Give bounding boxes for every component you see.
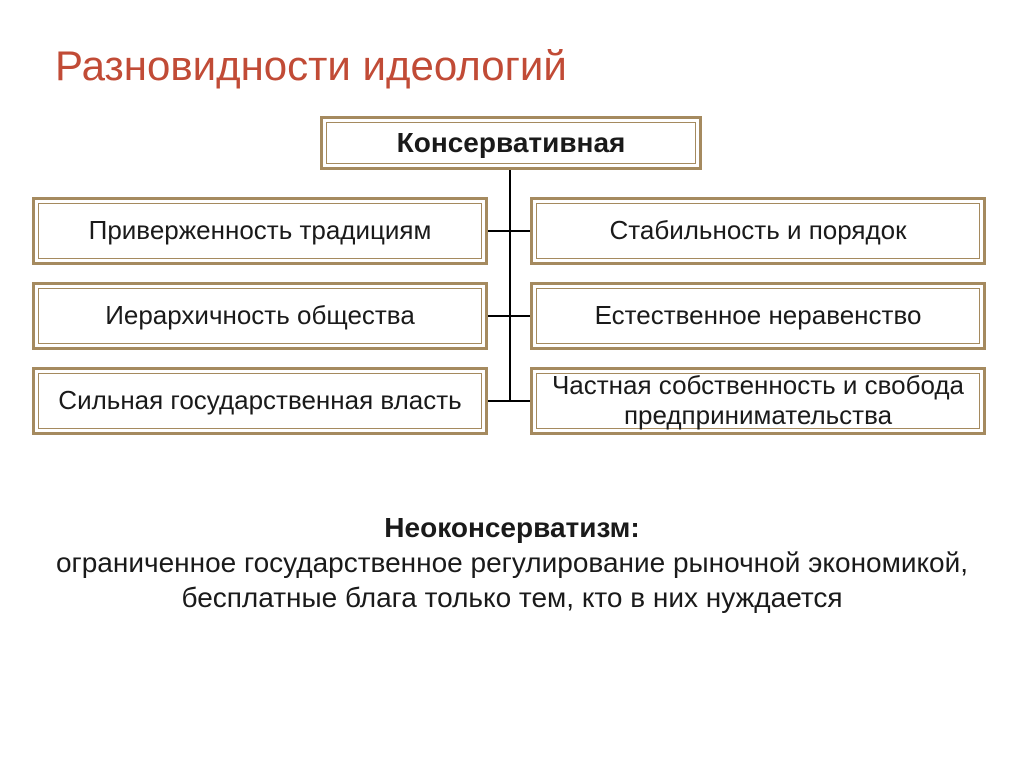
child-box-inner: Частная собственность и свобода предприн… [536, 373, 980, 429]
child-box-inner: Естественное неравенство [536, 288, 980, 344]
child-box-inner: Сильная государственная власть [38, 373, 482, 429]
child-box-label: Сильная государственная власть [58, 386, 461, 416]
child-box-label: Стабильность и порядок [609, 216, 906, 246]
connector-line [510, 315, 530, 317]
child-box-inner: Приверженность традициям [38, 203, 482, 259]
root-box-label: Консервативная [397, 127, 626, 159]
connector-line [488, 315, 510, 317]
child-box-inner: Иерархичность общества [38, 288, 482, 344]
connector-line [510, 400, 530, 402]
child-box-label: Приверженность традициям [89, 216, 432, 246]
root-box: Консервативная [320, 116, 702, 170]
child-box-left-2: Сильная государственная власть [32, 367, 488, 435]
connector-line [510, 230, 530, 232]
child-box-inner: Стабильность и порядок [536, 203, 980, 259]
root-box-inner: Консервативная [326, 122, 696, 164]
child-box-label: Иерархичность общества [105, 301, 415, 331]
connector-line [488, 230, 510, 232]
child-box-left-1: Иерархичность общества [32, 282, 488, 350]
connector-line [488, 400, 510, 402]
child-box-label: Частная собственность и свобода предприн… [537, 371, 979, 431]
connector-line [509, 170, 511, 402]
footer-title: Неоконсерватизм: [384, 512, 639, 543]
child-box-right-1: Естественное неравенство [530, 282, 986, 350]
child-box-label: Естественное неравенство [595, 301, 922, 331]
child-box-left-0: Приверженность традициям [32, 197, 488, 265]
child-box-right-2: Частная собственность и свобода предприн… [530, 367, 986, 435]
footer-block: Неоконсерватизм: ограниченное государств… [0, 510, 1024, 615]
slide-title: Разновидности идеологий [55, 42, 567, 90]
child-box-right-0: Стабильность и порядок [530, 197, 986, 265]
footer-body: ограниченное государственное регулирован… [56, 547, 968, 613]
